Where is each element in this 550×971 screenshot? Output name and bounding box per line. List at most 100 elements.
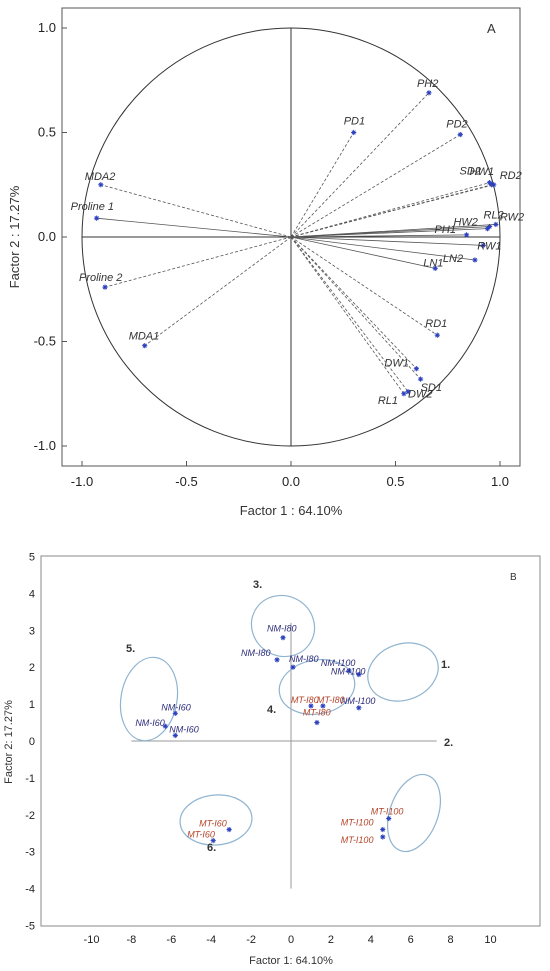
vector-label: DW1	[384, 358, 408, 370]
data-point	[346, 668, 352, 674]
panel-b-x-tick-label: 2	[328, 934, 334, 946]
vector-endpoint	[405, 389, 411, 395]
panel-a-x-axis-label: Factor 1 : 64.10%	[240, 503, 343, 518]
data-point	[380, 826, 386, 833]
panel-a-y-tick-label: -0.5	[34, 334, 56, 349]
vector-endpoint	[142, 343, 148, 349]
panel-a-y-tick-label: -1.0	[34, 438, 56, 453]
vector-endpoint	[463, 232, 470, 238]
vector-label: PH1	[435, 224, 456, 236]
panel-b-x-tick-label: 6	[408, 934, 414, 946]
panel-b-letter: B	[510, 572, 517, 583]
vector-label: RW2	[500, 211, 524, 223]
point-label: MT-I80	[317, 695, 345, 705]
data-point	[386, 815, 392, 822]
vector-label: SD2	[460, 166, 481, 178]
panel-a-y-tick-label: 0.0	[38, 229, 56, 244]
vector-label: DW2	[408, 389, 432, 401]
panel-b-y-tick-label: 1	[29, 699, 35, 711]
vector-line	[290, 236, 409, 392]
vector-label: RW1	[477, 240, 501, 252]
point-label: MT-I100	[371, 806, 404, 816]
cluster-number: 2.	[444, 737, 453, 749]
vector-line	[290, 236, 475, 261]
point-label: NM-I80	[241, 648, 271, 658]
panel-b-y-tick-label: 3	[29, 625, 35, 637]
vector-endpoint	[426, 90, 432, 96]
panel-a-ticks: -1.0 -0.5 0.0 0.5 1.0 1.0 0.5 0.0 -0.5 -1.0	[34, 20, 509, 489]
vector-label: RL2	[484, 210, 504, 222]
panel-b-y-tick-label: -1	[25, 773, 35, 785]
panel-b-y-tick-label: 0	[29, 736, 35, 748]
data-point	[172, 710, 178, 716]
vector-label: LN2	[443, 253, 463, 265]
vector-label: HW2	[453, 217, 477, 229]
vector-endpoint	[401, 391, 407, 397]
point-label: NM-I100	[331, 667, 366, 677]
cluster-number: 5.	[126, 643, 135, 655]
vector-line	[290, 236, 421, 380]
panel-b-ellipses	[119, 594, 441, 853]
panel-a: A -1.0 -0.5 0.0 0.5 1.0 1.0 0.5 0.0 -0.5 -1.0 PH2…	[7, 7, 524, 518]
data-point	[380, 834, 386, 840]
data-point	[162, 723, 168, 729]
vector-endpoint	[472, 257, 478, 263]
panel-b-y-tick-label: 2	[29, 662, 35, 674]
panel-b-x-tick-label: -6	[166, 934, 176, 946]
panel-a-x-tick-label: -0.5	[175, 474, 197, 489]
vector-line	[290, 224, 496, 238]
cluster-ellipse	[278, 659, 356, 715]
panel-b-x-tick-label: 8	[448, 934, 454, 946]
panel-b-x-tick-label: -4	[206, 934, 216, 946]
vector-line	[96, 217, 292, 238]
vector-endpoint	[432, 265, 438, 271]
point-label: NM-I60	[135, 718, 165, 728]
panel-b-x-tick-label: 0	[288, 934, 294, 946]
panel-a-y-tick-label: 0.5	[38, 125, 56, 140]
panel-b-x-tick-label: -8	[127, 934, 137, 946]
data-point	[280, 635, 286, 641]
data-point	[226, 826, 232, 833]
vector-line	[100, 184, 292, 238]
data-point	[274, 657, 280, 663]
point-label: NM-I100	[321, 658, 356, 668]
vector-line	[290, 132, 355, 238]
panel-b-x-tick-label: -2	[246, 934, 256, 946]
point-label: NM-I60	[169, 724, 199, 734]
vector-line	[290, 236, 417, 369]
vector-label: RD1	[425, 318, 447, 330]
data-point	[356, 705, 362, 711]
vector-label: Proline 1	[71, 201, 114, 213]
vector-label: MDA1	[129, 331, 160, 343]
point-label: MT-I80	[291, 695, 319, 705]
point-label: MT-I60	[199, 819, 227, 829]
cluster-number: 3.	[253, 579, 262, 591]
point-label: NM-I100	[341, 696, 376, 706]
vector-line	[290, 236, 484, 246]
vector-line	[290, 182, 490, 238]
vector-line	[290, 236, 405, 394]
panel-b-y-tick-label: -4	[25, 884, 35, 896]
panel-b-x-tick-label: -10	[84, 934, 100, 946]
point-label: NM-I60	[161, 702, 191, 712]
vector-endpoint	[417, 376, 424, 382]
vector-endpoint	[484, 226, 491, 232]
vector-line	[290, 134, 461, 238]
panel-b-x-tick-label: 4	[368, 934, 374, 946]
point-label: MT-I60	[187, 830, 215, 840]
panel-a-x-tick-label: -1.0	[71, 474, 93, 489]
panel-b-y-tick-label: -2	[25, 810, 35, 822]
vector-line	[144, 236, 292, 347]
panel-a-x-tick-label: 0.0	[282, 474, 300, 489]
data-point	[210, 838, 216, 844]
panel-b-cluster-labels: 1. 2. 3. 4. 5. 6.	[126, 579, 453, 854]
vector-line	[290, 236, 438, 336]
data-point	[320, 703, 326, 709]
vector-line	[104, 236, 292, 288]
panel-b-y-tick-label: -3	[25, 847, 35, 859]
vector-label: SD1	[421, 382, 442, 394]
point-label: NM-I80	[267, 624, 297, 634]
